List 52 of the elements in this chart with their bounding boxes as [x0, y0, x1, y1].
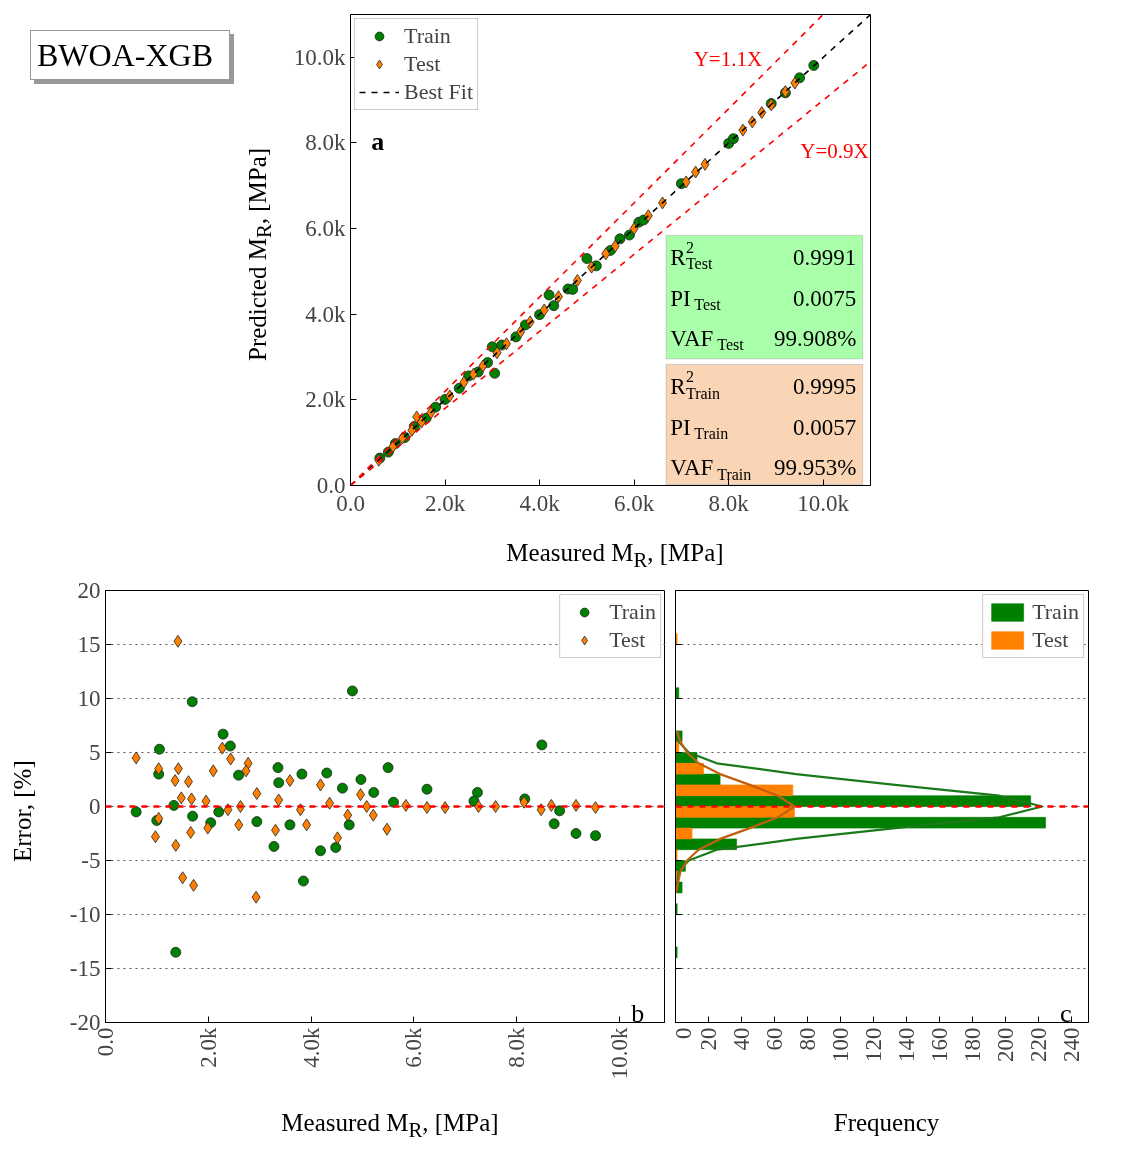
x-axis-title: Frequency [833, 1108, 940, 1138]
x-tick-label: 180 [960, 1027, 986, 1062]
x-tick-label: 60 [762, 1027, 788, 1051]
x-tick-label: 200 [993, 1027, 1019, 1062]
x-tick-label: 40 [729, 1027, 755, 1051]
legend-label: Best Fit [404, 79, 474, 105]
legend-label: Test [1032, 627, 1069, 653]
annotation: b [631, 999, 645, 1029]
x-tick-label: 8.0k [504, 1027, 530, 1068]
y-tick-label: 2.0k [305, 387, 346, 413]
x-tick-label: 4.0k [519, 490, 561, 516]
annotation: Y=1.1X [693, 47, 763, 72]
y-axis-title: Error, [%] [8, 760, 37, 862]
x-tick-label: 220 [1026, 1027, 1052, 1062]
x-tick-label: 2.0k [195, 1027, 221, 1068]
legend-label: Train [1032, 599, 1079, 625]
text: BWOA-XGB [37, 36, 213, 75]
y-tick-label: 0 [89, 794, 101, 819]
x-tick-label: 0 [670, 1027, 696, 1039]
y-tick-label: -5 [81, 848, 101, 873]
legend-label: Test [404, 51, 441, 77]
x-tick-label: 20 [696, 1027, 722, 1051]
y-tick-label: 10.0k [293, 44, 346, 70]
y-tick-label: 4.0k [305, 301, 346, 327]
x-tick-label: 10.0k [797, 490, 850, 516]
y-tick-label: 8.0k [305, 130, 346, 156]
y-tick-label: -10 [69, 902, 101, 927]
x-tick-label: 2.0k [424, 490, 466, 516]
y-tick-label: 5 [89, 740, 101, 765]
x-tick-label: 80 [795, 1027, 821, 1051]
annotation: a [371, 127, 385, 157]
legend-label: Test [609, 627, 646, 653]
legend-label: Train [609, 599, 656, 625]
x-axis-title: Measured M$_{R}$, [MPa] [281, 1108, 499, 1144]
y-tick-label: 20 [77, 578, 101, 603]
y-tick-label: 6.0k [305, 216, 346, 242]
x-axis-title: Measured M$_{R}$, [MPa] [506, 538, 724, 574]
x-tick-label: 240 [1059, 1027, 1085, 1062]
y-tick-label: 10 [77, 686, 101, 711]
annotation: c [1060, 999, 1072, 1029]
x-tick-label: 6.0k [614, 490, 655, 516]
y-tick-label: 15 [77, 632, 101, 657]
x-tick-label: 160 [927, 1027, 953, 1062]
y-tick-label: -15 [69, 956, 101, 981]
x-tick-label: 6.0k [401, 1027, 427, 1068]
legend-label: Train [404, 23, 451, 49]
x-tick-label: 8.0k [708, 490, 750, 516]
x-tick-label: 100 [828, 1027, 854, 1062]
annotation: Y=0.9X [800, 139, 869, 164]
x-tick-label: 120 [861, 1027, 887, 1062]
x-tick-label: 140 [894, 1027, 920, 1062]
x-tick-label: 10.0k [606, 1027, 632, 1080]
